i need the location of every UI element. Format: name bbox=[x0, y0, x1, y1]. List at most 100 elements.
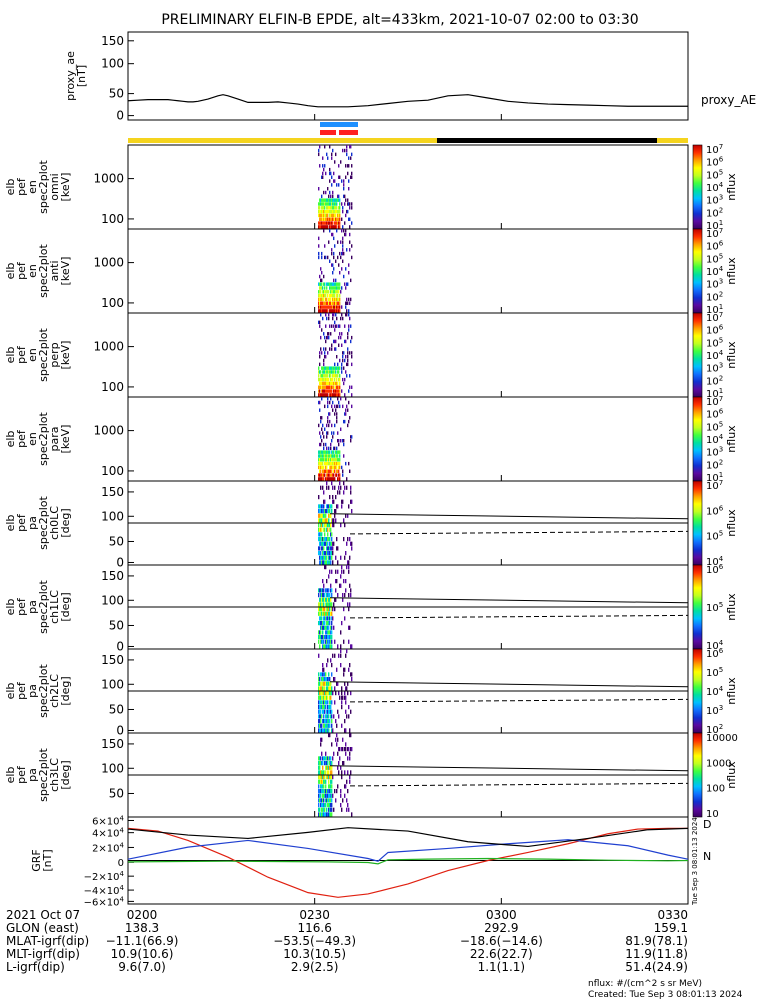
spectro-cell bbox=[326, 446, 328, 451]
spectro-cell bbox=[330, 198, 332, 202]
spectro-cell bbox=[323, 667, 325, 672]
ylabel-line: spec2plot bbox=[37, 412, 50, 466]
spectro-cell bbox=[333, 385, 335, 389]
spectro-cell bbox=[326, 485, 328, 490]
spectro-cell bbox=[319, 290, 321, 294]
spectro-cell bbox=[329, 473, 331, 477]
ylabel-line: para bbox=[48, 427, 61, 452]
spectro-cell bbox=[319, 532, 321, 537]
spectro-cell bbox=[328, 793, 330, 798]
spectro-cell bbox=[326, 305, 328, 309]
spectro-cell bbox=[321, 271, 323, 275]
spectro-cell bbox=[336, 733, 338, 738]
spectro-cell bbox=[350, 324, 352, 328]
spectro-cell bbox=[338, 770, 340, 775]
spectro-cell bbox=[320, 301, 322, 305]
spectro-cell bbox=[320, 473, 322, 477]
spectro-cell bbox=[323, 621, 325, 626]
spectro-cell bbox=[325, 565, 327, 570]
spectro-cell bbox=[318, 377, 320, 382]
spectro-cell bbox=[331, 175, 333, 179]
spectro-cell bbox=[330, 286, 332, 290]
colorbar-tick: 106 bbox=[706, 504, 724, 517]
spectro-cell bbox=[322, 213, 324, 218]
spectro-cell bbox=[323, 465, 325, 470]
spectro-cell bbox=[343, 569, 345, 574]
ylabel-line: pa bbox=[26, 684, 39, 698]
spectro-cell bbox=[338, 458, 340, 462]
spectro-cell bbox=[340, 523, 342, 528]
colorbar-tick: 102 bbox=[706, 290, 723, 303]
ytick-label: −4×104 bbox=[84, 884, 125, 897]
spectro-cell bbox=[321, 439, 323, 443]
spectro-cell bbox=[320, 370, 322, 374]
spectro-cell bbox=[331, 686, 333, 691]
spectro-cell bbox=[325, 770, 327, 775]
spectro-cell bbox=[336, 293, 338, 298]
spectro-cell bbox=[331, 546, 333, 551]
spectro-cell bbox=[334, 513, 336, 518]
spectro-cell bbox=[326, 290, 328, 294]
spectro-cell bbox=[344, 393, 346, 397]
spectro-cell bbox=[334, 328, 336, 332]
spectro-cell bbox=[333, 293, 335, 298]
spectro-cell bbox=[326, 611, 328, 616]
spectro-cell bbox=[333, 297, 335, 302]
spectro-cell bbox=[337, 784, 339, 789]
spectro-cell bbox=[338, 217, 340, 221]
spectro-cell bbox=[330, 469, 332, 473]
spectro-cell bbox=[322, 695, 324, 700]
spectro-cell bbox=[321, 593, 323, 598]
spectro-cell bbox=[348, 607, 350, 612]
spectro-cell bbox=[347, 362, 349, 367]
spectro-cell bbox=[323, 639, 325, 644]
spectro-cell bbox=[324, 672, 326, 677]
colorbar-tick: 105 bbox=[706, 168, 723, 181]
spectro-cell bbox=[351, 351, 353, 355]
spectro-cell bbox=[331, 213, 333, 218]
spectro-cell bbox=[345, 751, 347, 756]
spectro-cell bbox=[328, 217, 330, 221]
spectro-cell bbox=[346, 798, 348, 803]
spectro-cell bbox=[322, 728, 324, 733]
spectro-cell bbox=[319, 644, 321, 649]
spectro-cell bbox=[329, 301, 331, 305]
spectro-cell bbox=[320, 541, 322, 546]
spectro-cell bbox=[319, 616, 321, 621]
spectro-cell bbox=[336, 579, 338, 584]
spectro-cell bbox=[327, 639, 329, 644]
spectro-cell bbox=[327, 756, 329, 761]
spectro-cell bbox=[337, 737, 339, 742]
ylabel-line: ch1LC bbox=[48, 590, 61, 624]
spectro-cell bbox=[345, 747, 347, 752]
spectro-cell bbox=[322, 560, 324, 565]
spectro-cell bbox=[341, 499, 343, 504]
spectro-cell bbox=[332, 518, 334, 523]
spectro-cell bbox=[328, 672, 330, 677]
spectro-cell bbox=[322, 221, 324, 225]
spectro-cell bbox=[319, 389, 321, 393]
spectro-cell bbox=[332, 316, 334, 321]
spectro-cell bbox=[350, 593, 352, 598]
spectro-cell bbox=[321, 681, 323, 686]
spectro-cell bbox=[326, 625, 328, 630]
spectro-cell bbox=[322, 663, 324, 668]
spectro-cell bbox=[337, 681, 339, 686]
spectro-cell bbox=[318, 213, 320, 218]
spectro-cell bbox=[328, 301, 330, 305]
spectro-cell bbox=[333, 324, 335, 328]
spectro-cell bbox=[319, 602, 321, 607]
colorbar-tick: 105 bbox=[706, 666, 723, 679]
spectro-cell bbox=[332, 461, 334, 466]
spectro-cell bbox=[326, 635, 328, 640]
spectro-cell bbox=[347, 164, 349, 168]
ylabel-line: [deg] bbox=[59, 592, 72, 621]
spectro-cell bbox=[322, 156, 324, 160]
spectro-cell bbox=[325, 541, 327, 546]
spectro-cell bbox=[319, 408, 321, 412]
spectro-cell bbox=[340, 240, 342, 244]
spectro-cell bbox=[320, 518, 322, 523]
spectro-cell bbox=[326, 385, 328, 389]
spectro-cell bbox=[327, 658, 329, 663]
